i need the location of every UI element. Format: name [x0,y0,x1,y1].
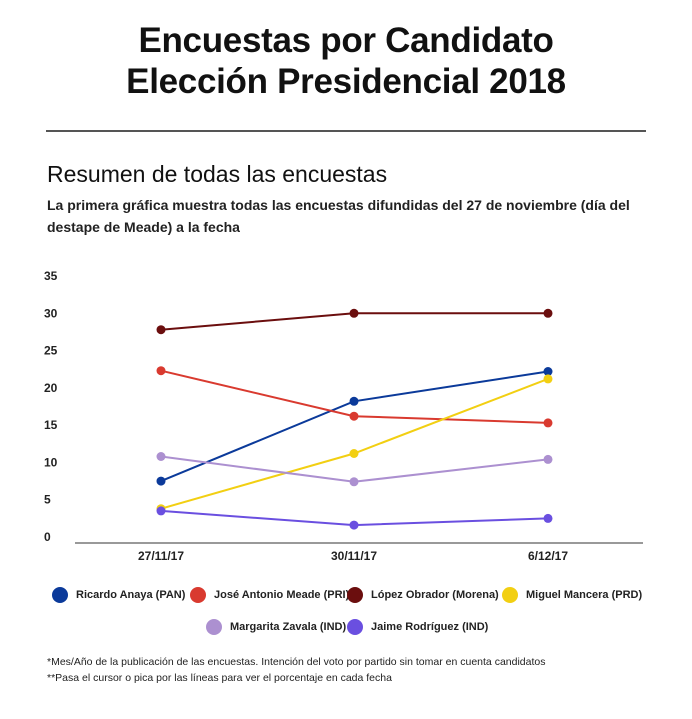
legend-swatch [52,587,68,603]
legend-label: José Antonio Meade (PRI) [214,589,350,601]
legend-label: Ricardo Anaya (PAN) [76,589,186,601]
y-tick-label: 20 [44,381,58,395]
line-chart[interactable]: 0 5 10 15 20 25 30 35 27/11/17 30/11/17 6/12/17 [0,0,692,580]
legend-item[interactable]: Margarita Zavala (IND) [206,619,346,635]
legend-swatch [347,587,363,603]
legend-swatch [502,587,518,603]
data-point[interactable] [543,367,553,376]
y-tick-label: 5 [44,493,51,507]
data-point[interactable] [543,513,553,523]
data-point[interactable] [349,477,359,487]
legend-label: Miguel Mancera (PRD) [526,589,643,601]
data-point[interactable] [156,452,166,461]
legend-item[interactable]: José Antonio Meade (PRI) [190,587,349,603]
y-tick-label: 0 [44,530,51,544]
data-point[interactable] [156,476,166,486]
data-point[interactable] [156,325,166,335]
legend-swatch [190,587,206,603]
data-point[interactable] [543,454,553,464]
chart-description: La primera gráfica muestra todas las enc… [47,197,630,235]
chart-title: Encuestas por Candidato Elección Preside… [0,20,692,102]
legend-label: López Obrador (Morena) [371,589,499,601]
y-tick-label: 10 [44,455,58,469]
legend-label: Jaime Rodríguez (IND) [371,621,489,633]
y-tick-label: 35 [44,269,58,283]
x-tick-label: 6/12/17 [528,549,568,563]
title-line-1: Encuestas por Candidato [138,21,554,60]
y-tick-label: 15 [44,418,58,432]
legend-item[interactable]: Miguel Mancera (PRD) [502,587,642,603]
data-point[interactable] [349,449,359,458]
legend-item[interactable]: Jaime Rodríguez (IND) [347,619,488,635]
legend-swatch [206,619,222,635]
data-point[interactable] [543,374,553,384]
x-tick-label: 27/11/17 [138,549,184,563]
data-point[interactable] [349,411,359,421]
data-point[interactable] [349,520,359,530]
data-point[interactable] [349,308,359,318]
y-tick-label: 25 [44,344,58,358]
x-tick-label: 30/11/17 [331,549,377,563]
data-point[interactable] [543,308,553,318]
data-point[interactable] [156,506,166,516]
title-divider [46,130,646,132]
legend-swatch [347,619,363,635]
footnote-2: **Pasa el cursor o pica por las líneas p… [47,672,392,684]
data-point[interactable] [156,366,166,376]
title-line-2: Elección Presidencial 2018 [126,62,566,101]
data-point[interactable] [543,418,553,428]
footnote-1: *Mes/Año de la publicación de las encues… [47,656,546,668]
legend-item[interactable]: Ricardo Anaya (PAN) [52,587,185,603]
chart-subtitle: Resumen de todas las encuestas [47,161,388,187]
legend-item[interactable]: López Obrador (Morena) [347,587,499,603]
y-tick-label: 30 [44,306,58,320]
data-point[interactable] [349,396,359,406]
legend-label: Margarita Zavala (IND) [230,621,347,633]
footnotes: *Mes/Año de la publicación de las encues… [47,654,545,686]
